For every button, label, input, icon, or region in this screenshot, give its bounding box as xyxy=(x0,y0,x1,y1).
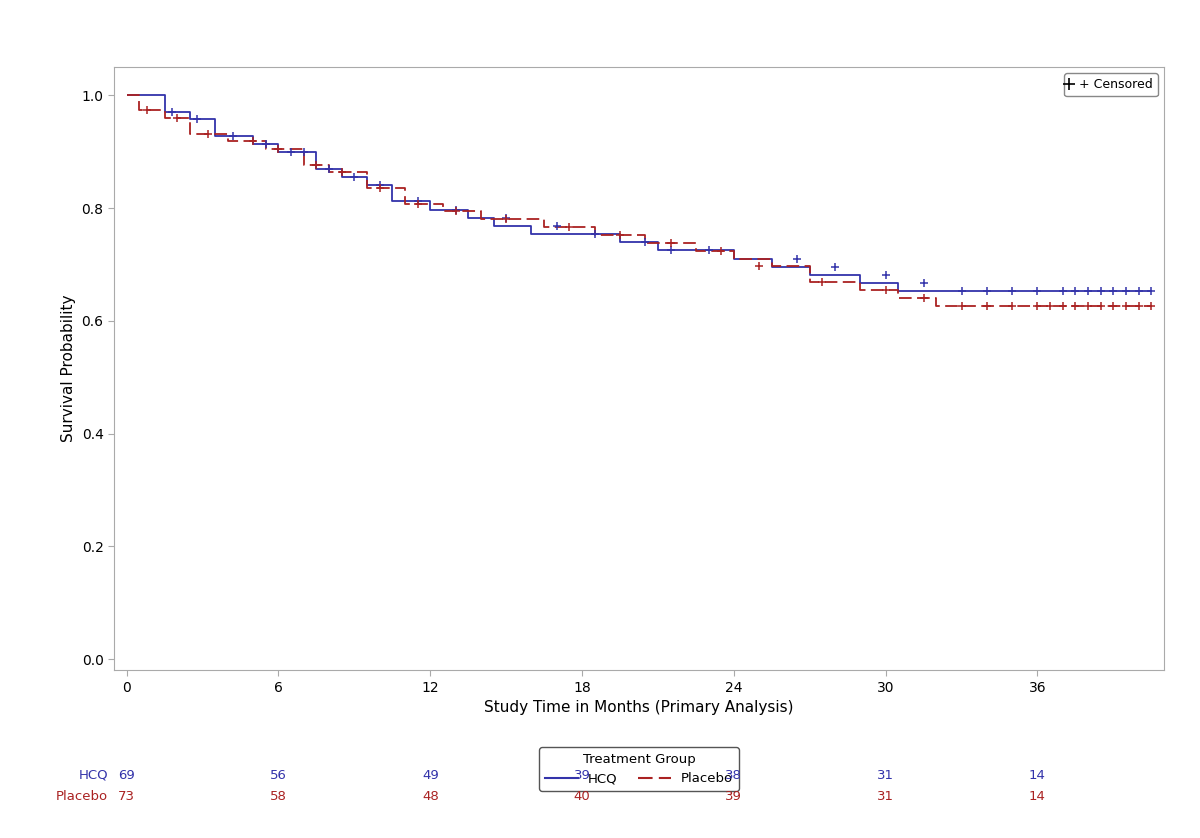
Text: 48: 48 xyxy=(422,789,439,803)
Text: HCQ: HCQ xyxy=(78,768,108,782)
X-axis label: Study Time in Months (Primary Analysis): Study Time in Months (Primary Analysis) xyxy=(485,701,793,716)
Text: 39: 39 xyxy=(726,789,743,803)
Text: 31: 31 xyxy=(877,789,894,803)
Legend: HCQ, Placebo: HCQ, Placebo xyxy=(540,747,738,790)
Text: 40: 40 xyxy=(574,789,590,803)
Text: 56: 56 xyxy=(270,768,287,782)
Text: 69: 69 xyxy=(119,768,136,782)
Text: 31: 31 xyxy=(877,768,894,782)
Text: 49: 49 xyxy=(422,768,439,782)
Text: 73: 73 xyxy=(118,789,136,803)
Text: 39: 39 xyxy=(574,768,590,782)
Text: 14: 14 xyxy=(1030,768,1046,782)
Text: 14: 14 xyxy=(1030,789,1046,803)
Text: Placebo: Placebo xyxy=(56,789,108,803)
Text: 58: 58 xyxy=(270,789,287,803)
Y-axis label: Survival Probability: Survival Probability xyxy=(61,295,76,442)
Text: 38: 38 xyxy=(726,768,743,782)
